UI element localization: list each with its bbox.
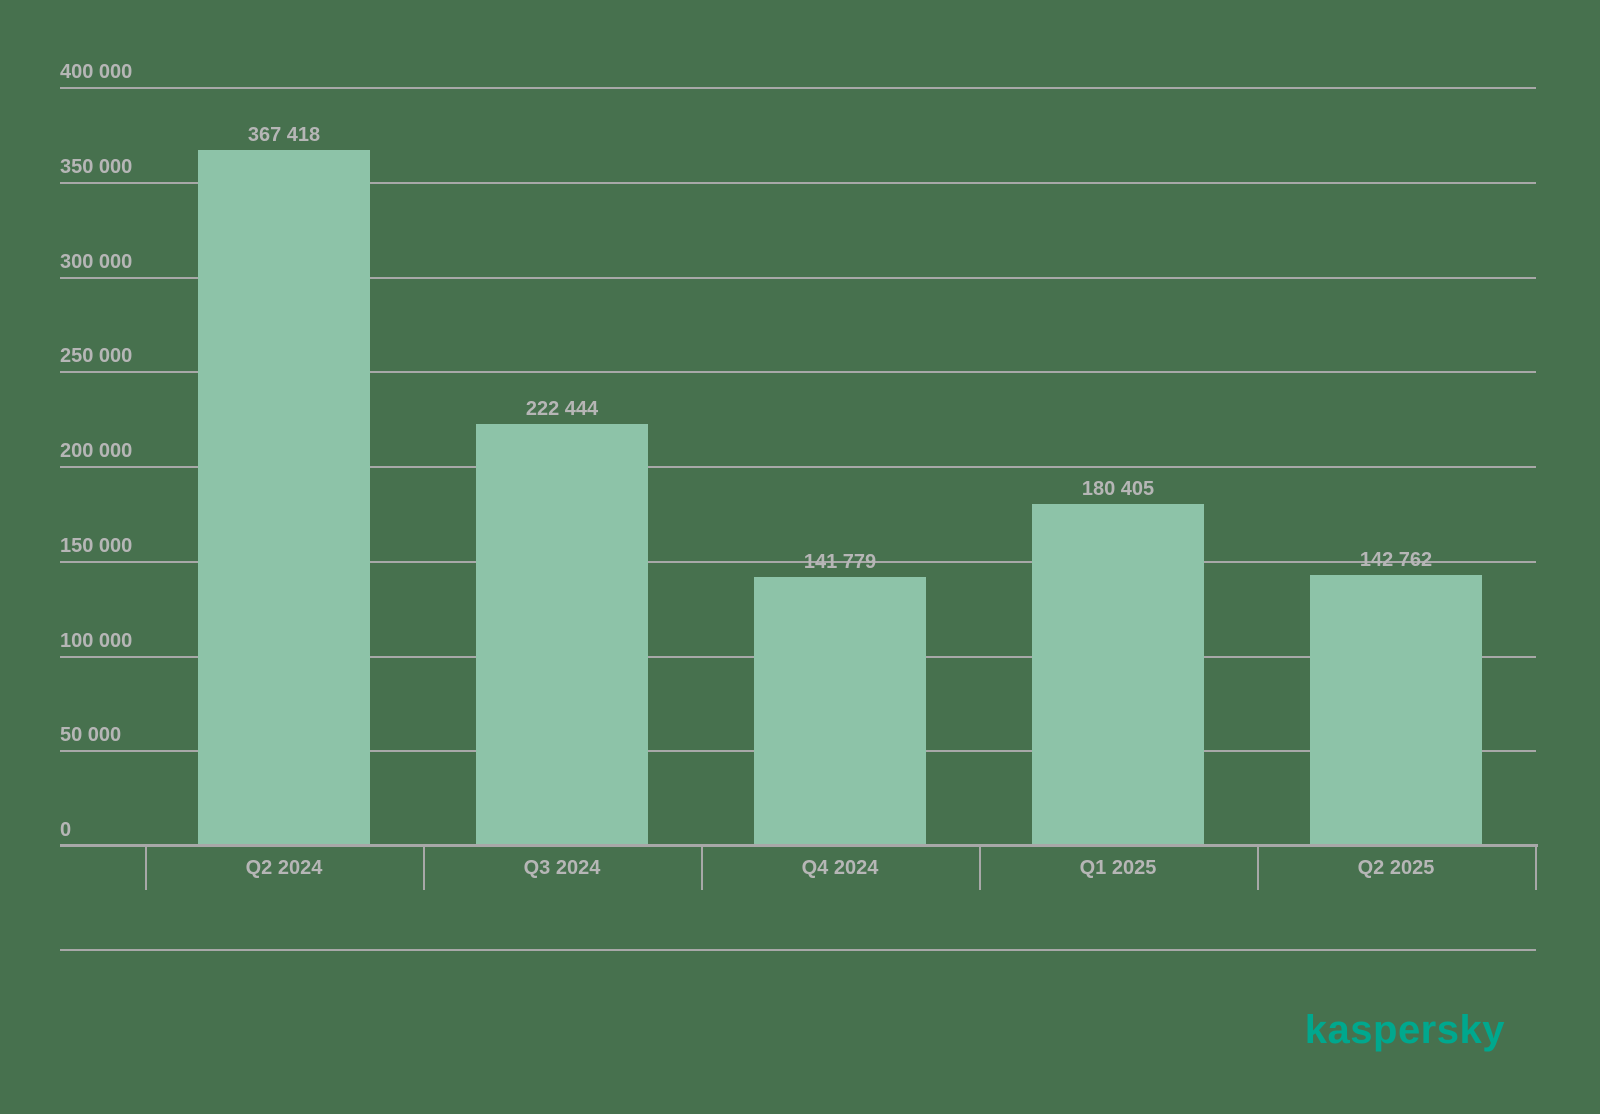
gridline <box>60 87 1536 89</box>
axis-tick <box>1535 846 1537 890</box>
bar-q1-2025 <box>1032 504 1204 846</box>
bar-value-label: 142 762 <box>1359 549 1433 572</box>
axis-tick <box>701 846 703 890</box>
gridline <box>60 466 1536 468</box>
axis-tick <box>423 846 425 890</box>
bar-q2-2025 <box>1310 575 1482 846</box>
axis-tick <box>979 846 981 890</box>
axis-tick <box>1257 846 1259 890</box>
axis-tick <box>145 846 147 890</box>
x-axis-category-label: Q2 2025 <box>1357 857 1435 879</box>
x-axis-category-label: Q1 2025 <box>1079 857 1157 879</box>
bar-q2-2024 <box>198 149 370 846</box>
gridline <box>60 276 1536 279</box>
bar-q4-2024 <box>754 577 926 846</box>
y-axis-tick-label: 0 <box>60 819 72 841</box>
bar-q3-2024 <box>476 424 648 846</box>
y-axis-tick-label: 200 000 <box>60 440 133 462</box>
x-axis-category-label: Q3 2024 <box>523 857 601 879</box>
gridline <box>60 371 1536 374</box>
y-axis-tick-label: 300 000 <box>60 250 133 273</box>
bar-value-label: 222 444 <box>525 398 599 421</box>
y-axis-tick-label: 400 000 <box>60 61 133 83</box>
footer-divider <box>60 949 1536 951</box>
gridline <box>60 560 1536 563</box>
x-axis-category-label: Q2 2024 <box>245 857 323 879</box>
bar-value-label: 367 418 <box>247 123 321 146</box>
y-axis-tick-label: 150 000 <box>60 534 133 557</box>
kaspersky-logo: kaspersky <box>1304 1008 1505 1052</box>
bar-value-label: 180 405 <box>1081 478 1155 501</box>
y-axis-tick-label: 100 000 <box>60 629 133 652</box>
x-axis-category-label: Q4 2024 <box>801 857 879 879</box>
y-axis-tick-label: 50 000 <box>60 724 122 747</box>
x-axis-line <box>60 844 1538 847</box>
gridline <box>60 181 1536 184</box>
bar-value-label: 141 779 <box>803 551 877 574</box>
y-axis-tick-label: 350 000 <box>60 155 133 178</box>
y-axis-tick-label: 250 000 <box>60 345 133 368</box>
